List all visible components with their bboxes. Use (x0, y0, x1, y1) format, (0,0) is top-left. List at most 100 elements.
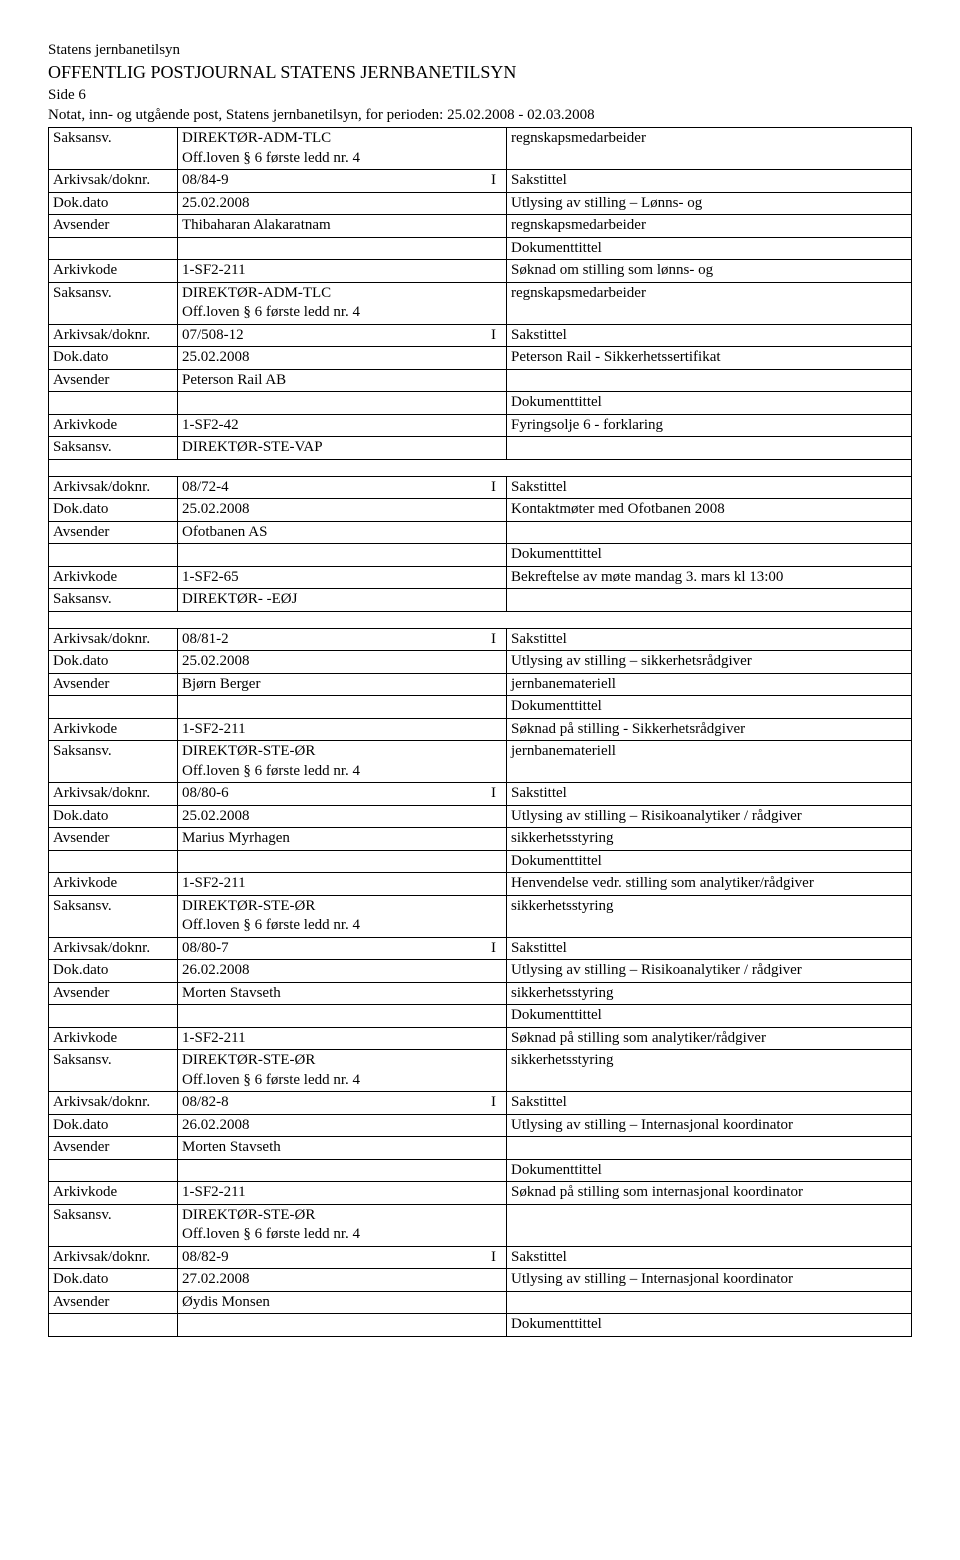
sakstittel-line2: regnskapsmedarbeider (507, 215, 912, 238)
sakstittel-line1: Utlysing av stilling – sikkerhetsrådgive… (507, 651, 912, 674)
dokdato-label: Dok.dato (49, 192, 178, 215)
sakstittel-line2: jernbanemateriell (507, 673, 912, 696)
arkivsak-label: Arkivsak/doknr. (49, 1092, 178, 1115)
saksansv-label: Saksansv. (49, 437, 178, 460)
doktittel-line1: Søknad på stilling som internasjonal koo… (507, 1182, 912, 1205)
arkivsak-value: 08/72-4I (178, 476, 507, 499)
avsender-label: Avsender (49, 215, 178, 238)
arkivsak-value: 07/508-12I (178, 324, 507, 347)
arkivsak-label: Arkivsak/doknr. (49, 783, 178, 806)
dokdato-value: 25.02.2008 (178, 499, 507, 522)
saksansv-value: DIREKTØR-ADM-TLCOff.loven § 6 første led… (178, 282, 507, 324)
dokdato-label: Dok.dato (49, 499, 178, 522)
sakstittel-label: Sakstittel (507, 783, 912, 806)
dokumenttittel-label: Dokumenttittel (507, 1314, 912, 1337)
arkivsak-value: 08/84-9I (178, 170, 507, 193)
arkivsak-label: Arkivsak/doknr. (49, 476, 178, 499)
sakstittel-line1: Utlysing av stilling – Risikoanalytiker … (507, 960, 912, 983)
dokumenttittel-label: Dokumenttittel (507, 392, 912, 415)
arkivsak-label: Arkivsak/doknr. (49, 937, 178, 960)
dokumenttittel-label: Dokumenttittel (507, 696, 912, 719)
dokdato-label: Dok.dato (49, 1114, 178, 1137)
doktittel-line2: sikkerhetsstyring (507, 1050, 912, 1092)
sakstittel-line2 (507, 369, 912, 392)
arkivkode-label: Arkivkode (49, 718, 178, 741)
saksansv-value: DIREKTØR-STE-ØROff.loven § 6 første ledd… (178, 895, 507, 937)
avsender-value: Morten Stavseth (178, 1137, 507, 1160)
arkivkode-value: 1-SF2-211 (178, 718, 507, 741)
arkivkode-label: Arkivkode (49, 1182, 178, 1205)
sakstittel-line1: Utlysing av stilling – Risikoanalytiker … (507, 805, 912, 828)
saksansv-value: DIREKTØR- -EØJ (178, 589, 507, 612)
journal-title: OFFENTLIG POSTJOURNAL STATENS JERNBANETI… (48, 60, 912, 84)
blank (178, 1005, 507, 1028)
spacer (49, 459, 912, 476)
arkivkode-value: 1-SF2-211 (178, 1027, 507, 1050)
dokdato-value: 25.02.2008 (178, 651, 507, 674)
saksansv-label: Saksansv. (49, 589, 178, 612)
avsender-value: Bjørn Berger (178, 673, 507, 696)
sakstittel-line2 (507, 521, 912, 544)
arkivsak-value: 08/82-9I (178, 1246, 507, 1269)
sakstittel-label: Sakstittel (507, 476, 912, 499)
saksansv-value: DIREKTØR-STE-ØROff.loven § 6 første ledd… (178, 1050, 507, 1092)
doktittel-line1: Søknad på stilling som analytiker/rådgiv… (507, 1027, 912, 1050)
page-header: Statens jernbanetilsyn OFFENTLIG POSTJOU… (48, 40, 912, 125)
avsender-label: Avsender (49, 828, 178, 851)
dokumenttittel-label: Dokumenttittel (507, 850, 912, 873)
avsender-label: Avsender (49, 1137, 178, 1160)
dokdato-value: 26.02.2008 (178, 1114, 507, 1137)
saksansv-label: Saksansv. (49, 895, 178, 937)
avsender-value: Morten Stavseth (178, 982, 507, 1005)
avsender-label: Avsender (49, 982, 178, 1005)
arkivkode-label: Arkivkode (49, 414, 178, 437)
spacer (49, 611, 912, 628)
blank (49, 1314, 178, 1337)
saksansv-value: DIREKTØR-ADM-TLCOff.loven § 6 første led… (178, 128, 507, 170)
doktittel-line1: Søknad om stilling som lønns- og (507, 260, 912, 283)
saksansv-value: DIREKTØR-STE-ØROff.loven § 6 første ledd… (178, 741, 507, 783)
arkivkode-value: 1-SF2-211 (178, 873, 507, 896)
sakstittel-line1: Utlysing av stilling – Internasjonal koo… (507, 1114, 912, 1137)
sakstittel-label: Sakstittel (507, 937, 912, 960)
avsender-value: Ofotbanen AS (178, 521, 507, 544)
agency-name: Statens jernbanetilsyn (48, 40, 912, 60)
arkivkode-label: Arkivkode (49, 260, 178, 283)
doktittel-line1: Fyringsolje 6 - forklaring (507, 414, 912, 437)
sakstittel-line2 (507, 1291, 912, 1314)
blank (178, 544, 507, 567)
sakstittel-label: Sakstittel (507, 1092, 912, 1115)
arkivkode-value: 1-SF2-42 (178, 414, 507, 437)
period-subtitle: Notat, inn- og utgående post, Statens je… (48, 105, 912, 125)
dokdato-label: Dok.dato (49, 347, 178, 370)
blank (178, 392, 507, 415)
dokdato-value: 25.02.2008 (178, 805, 507, 828)
saksansv-label: Saksansv. (49, 128, 178, 170)
sakstittel-label: Sakstittel (507, 170, 912, 193)
sakstittel-label: Sakstittel (507, 324, 912, 347)
arkivkode-label: Arkivkode (49, 873, 178, 896)
page-number: Side 6 (48, 85, 912, 105)
arkivsak-value: 08/80-6I (178, 783, 507, 806)
avsender-label: Avsender (49, 1291, 178, 1314)
saksansv-value: DIREKTØR-STE-VAP (178, 437, 507, 460)
sakstittel-line2 (507, 1137, 912, 1160)
arkivsak-label: Arkivsak/doknr. (49, 628, 178, 651)
avsender-label: Avsender (49, 673, 178, 696)
dokdato-value: 26.02.2008 (178, 960, 507, 983)
sakstittel-line2: sikkerhetsstyring (507, 828, 912, 851)
saksansv-label: Saksansv. (49, 1204, 178, 1246)
doktittel-line1: Henvendelse vedr. stilling som analytike… (507, 873, 912, 896)
doktittel-line2 (507, 437, 912, 460)
arkivsak-value: 08/82-8I (178, 1092, 507, 1115)
arkivkode-value: 1-SF2-211 (178, 260, 507, 283)
blank (49, 850, 178, 873)
dokumenttittel-label: Dokumenttittel (507, 544, 912, 567)
dokdato-value: 27.02.2008 (178, 1269, 507, 1292)
dokdato-label: Dok.dato (49, 651, 178, 674)
blank (178, 1159, 507, 1182)
doktittel-line2 (507, 1204, 912, 1246)
sakstittel-label: Sakstittel (507, 1246, 912, 1269)
avsender-value: Peterson Rail AB (178, 369, 507, 392)
doktittel-line1: Bekreftelse av møte mandag 3. mars kl 13… (507, 566, 912, 589)
